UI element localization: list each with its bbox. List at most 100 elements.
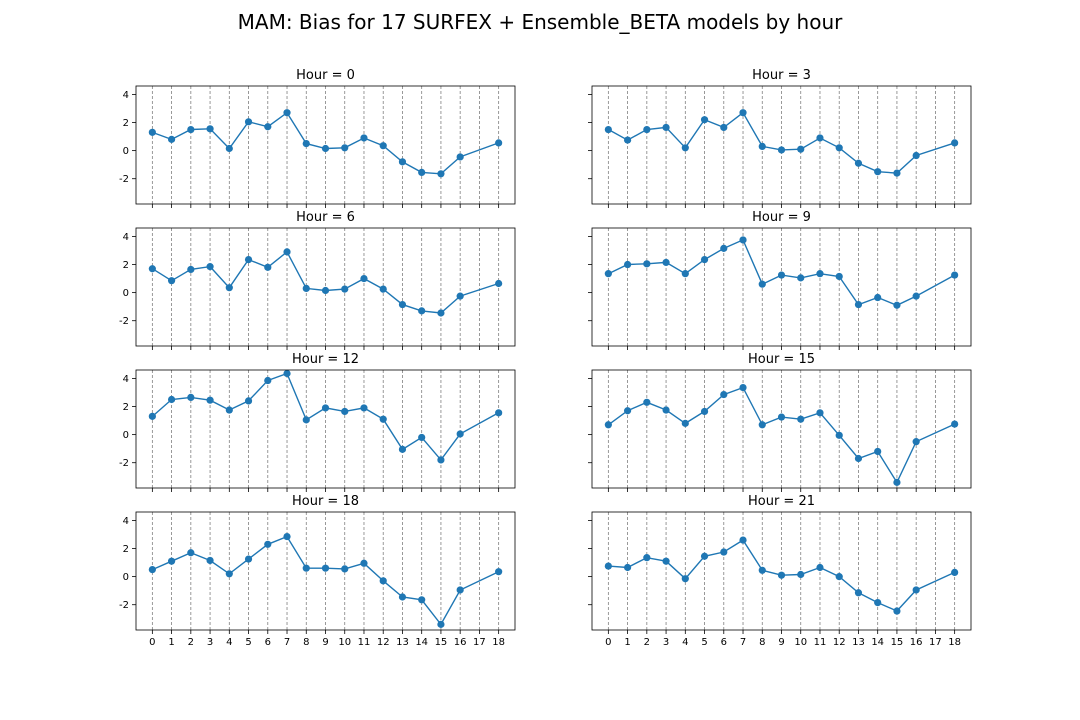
data-point xyxy=(206,396,214,404)
data-point xyxy=(874,168,882,176)
subplot-title: Hour = 15 xyxy=(748,352,815,367)
data-point xyxy=(874,599,882,607)
x-tick-label: 2 xyxy=(644,637,650,648)
data-point xyxy=(681,270,689,278)
data-point xyxy=(951,271,959,279)
data-point xyxy=(739,236,747,244)
data-point xyxy=(951,420,959,428)
y-tick-label: 2 xyxy=(123,118,129,129)
y-tick-label: 4 xyxy=(123,232,129,243)
y-tick-label: -2 xyxy=(119,600,129,611)
data-point xyxy=(379,415,387,423)
x-tick-label: 1 xyxy=(624,637,630,648)
x-tick-label: 13 xyxy=(396,637,409,648)
subplot-8: Hour = 210 1 2 3 4 5 6 7 8 9 10 11 12 13 14 15 16 17 18 xyxy=(588,494,972,648)
data-point xyxy=(662,557,670,565)
data-point xyxy=(681,419,689,427)
data-point xyxy=(951,139,959,147)
data-point xyxy=(681,144,689,152)
subplot-3: Hour = 6 -2 0 2 4 xyxy=(119,210,516,350)
data-point xyxy=(835,144,843,152)
data-point xyxy=(321,404,330,412)
y-tick-label: -2 xyxy=(119,174,129,185)
data-point xyxy=(379,577,387,585)
data-point xyxy=(167,135,176,143)
x-tick-label: 3 xyxy=(663,637,669,648)
data-point xyxy=(816,270,824,278)
y-tick-label: 2 xyxy=(123,402,129,413)
data-point xyxy=(835,272,843,281)
data-point xyxy=(681,575,689,583)
x-tick-label: 14 xyxy=(871,637,884,648)
data-point xyxy=(604,125,612,134)
y-tick-label: 2 xyxy=(123,544,129,555)
data-point xyxy=(739,383,747,392)
data-point xyxy=(643,125,651,134)
y-tick-label: 0 xyxy=(123,572,129,583)
data-point xyxy=(418,307,426,315)
data-point xyxy=(264,263,272,271)
data-point xyxy=(456,292,464,300)
y-tick-label: 4 xyxy=(123,516,129,527)
subplot-title: Hour = 6 xyxy=(296,210,355,225)
x-tick-label: 17 xyxy=(929,637,942,648)
x-tick-label: 0 xyxy=(149,637,155,648)
data-point xyxy=(302,416,310,424)
data-point xyxy=(893,478,901,486)
data-point xyxy=(187,125,195,134)
x-tick-label: 11 xyxy=(358,637,371,648)
data-point xyxy=(283,369,291,378)
data-point xyxy=(321,144,330,153)
data-point xyxy=(739,536,747,544)
data-point xyxy=(662,258,670,267)
x-tick-label: 1 xyxy=(168,637,174,648)
data-point xyxy=(206,263,214,271)
data-point xyxy=(797,274,805,282)
x-tick-label: 6 xyxy=(265,637,271,648)
axes-frame xyxy=(135,227,516,347)
data-point xyxy=(264,376,272,385)
x-tick-label: 9 xyxy=(322,637,328,648)
data-point xyxy=(854,300,863,309)
data-point xyxy=(283,109,291,117)
axes-frame xyxy=(591,227,972,347)
x-tick-label: 6 xyxy=(721,637,727,648)
data-point xyxy=(244,118,253,126)
data-point xyxy=(643,554,651,562)
data-point xyxy=(187,265,195,274)
x-tick-label: 8 xyxy=(759,637,765,648)
data-point xyxy=(360,559,368,567)
axes-frame xyxy=(591,85,972,205)
subplot-title: Hour = 9 xyxy=(752,210,811,225)
data-point xyxy=(720,123,728,132)
axes-frame xyxy=(135,85,516,205)
axes-frame xyxy=(135,369,516,489)
data-point xyxy=(797,570,805,579)
x-tick-label: 14 xyxy=(415,637,428,648)
data-point xyxy=(777,271,786,279)
x-tick-label: 8 xyxy=(303,637,309,648)
data-point xyxy=(495,568,503,576)
data-point xyxy=(912,438,920,446)
data-point xyxy=(398,158,407,166)
data-point xyxy=(720,244,728,252)
data-point xyxy=(148,265,156,273)
data-point xyxy=(187,393,195,401)
data-point xyxy=(398,300,407,309)
x-tick-label: 10 xyxy=(338,637,351,648)
data-point xyxy=(854,159,863,167)
data-point xyxy=(302,139,310,148)
data-point xyxy=(456,430,464,438)
subplot-2: Hour = 3 xyxy=(588,68,972,208)
data-point xyxy=(604,421,612,429)
data-point xyxy=(283,248,291,256)
data-point xyxy=(874,293,882,302)
data-point xyxy=(225,144,233,153)
data-point xyxy=(148,565,156,574)
data-point xyxy=(623,407,632,415)
subplot-6: Hour = 15 xyxy=(588,352,972,492)
data-point xyxy=(700,407,709,416)
data-point xyxy=(418,168,426,176)
subplot-title: Hour = 3 xyxy=(752,68,811,83)
data-point xyxy=(893,607,901,615)
